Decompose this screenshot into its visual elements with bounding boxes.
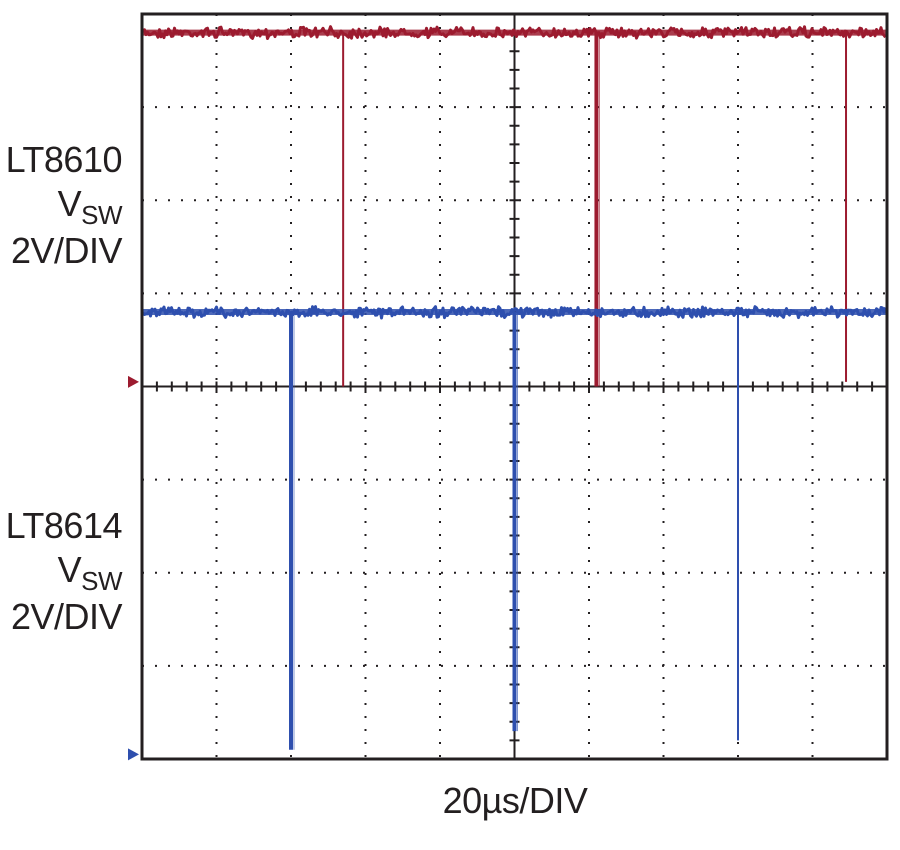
part-name: LT8610 [5, 139, 123, 180]
signal-subscript: SW [81, 566, 122, 596]
ground-marker-icon [128, 748, 139, 761]
vertical-scale: 2V/DIV [10, 230, 123, 271]
timebase-label: 20µs/DIV [442, 780, 588, 821]
trace-lt8610 [128, 25, 887, 388]
traces [128, 25, 887, 761]
channel-label-lt8610: LT8610 VSW 2V/DIV [5, 138, 123, 273]
part-name: LT8614 [5, 505, 123, 546]
ground-marker-icon [128, 375, 139, 388]
scope-frame [140, 12, 889, 761]
signal-subscript: SW [81, 200, 122, 230]
trace-lt8614 [128, 305, 887, 761]
signal-name: VSW [6, 182, 123, 230]
channel-label-lt8614: LT8614 VSW 2V/DIV [5, 504, 123, 639]
signal-main: V [57, 549, 82, 590]
signal-name: VSW [6, 548, 123, 596]
signal-main: V [57, 183, 82, 224]
vertical-scale: 2V/DIV [10, 596, 123, 637]
